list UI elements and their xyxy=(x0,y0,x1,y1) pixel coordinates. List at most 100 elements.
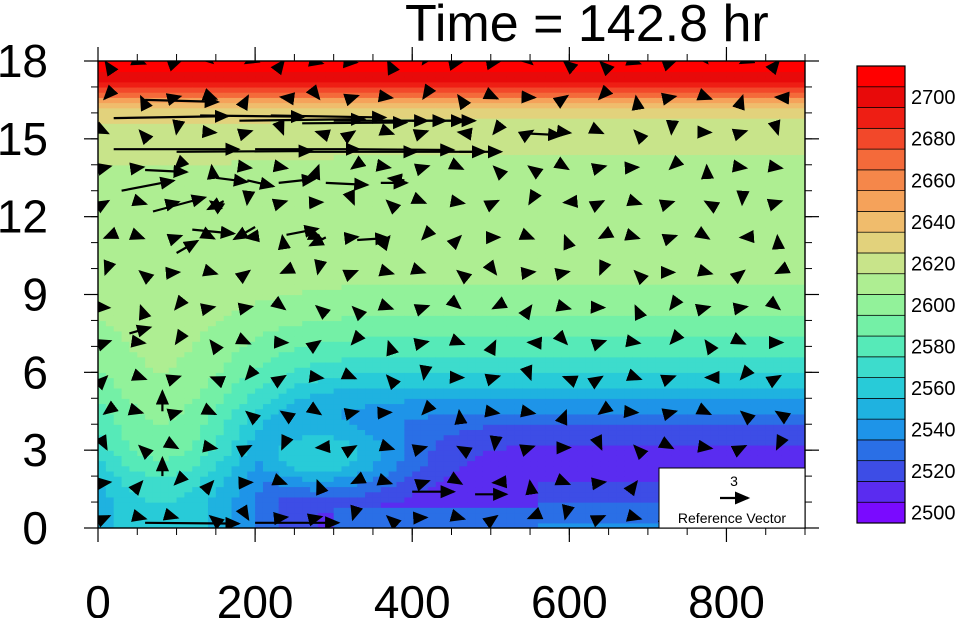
field-cell xyxy=(184,502,193,508)
field-cell xyxy=(341,128,350,135)
field-cell xyxy=(514,315,523,322)
field-cell xyxy=(333,304,343,311)
field-cell xyxy=(231,278,240,285)
field-cell xyxy=(388,195,398,202)
field-cell xyxy=(467,439,476,446)
field-cell xyxy=(333,195,343,202)
field-cell xyxy=(239,216,248,223)
field-cell xyxy=(443,403,453,410)
field-cell xyxy=(200,507,209,514)
field-cell xyxy=(278,502,288,508)
field-cell xyxy=(294,81,303,88)
field-cell xyxy=(506,356,515,363)
field-cell xyxy=(262,476,272,482)
field-cell xyxy=(310,393,319,399)
field-cell xyxy=(388,123,398,130)
field-cell xyxy=(427,470,437,477)
field-cell xyxy=(396,387,405,394)
field-cell xyxy=(396,361,405,368)
field-cell xyxy=(98,180,107,187)
field-cell xyxy=(239,144,248,150)
field-cell xyxy=(200,450,209,456)
field-cell xyxy=(380,413,390,420)
field-cell xyxy=(176,159,186,166)
field-cell xyxy=(168,227,178,233)
field-cell xyxy=(451,180,460,187)
field-cell xyxy=(467,460,476,467)
field-cell xyxy=(317,242,327,249)
field-cell xyxy=(412,211,421,218)
field-cell xyxy=(427,413,437,420)
field-cell xyxy=(412,512,421,519)
field-cell xyxy=(357,429,366,436)
field-cell xyxy=(160,107,170,114)
field-cell xyxy=(302,336,311,342)
field-cell xyxy=(98,252,107,259)
field-cell xyxy=(475,496,484,503)
field-cell xyxy=(200,398,209,405)
field-cell xyxy=(152,107,162,114)
field-cell xyxy=(113,71,123,78)
field-cell xyxy=(121,123,131,130)
field-cell xyxy=(341,512,350,519)
field-cell xyxy=(215,76,225,83)
field-cell xyxy=(396,470,405,477)
field-cell xyxy=(247,133,256,140)
field-cell xyxy=(129,460,138,467)
field-cell xyxy=(451,398,460,405)
field-cell xyxy=(270,377,280,384)
field-cell xyxy=(113,164,123,171)
field-cell xyxy=(129,434,138,441)
field-cell xyxy=(530,429,539,436)
field-cell xyxy=(310,195,319,202)
field-cell xyxy=(192,429,201,436)
field-cell xyxy=(490,346,500,353)
field-cell xyxy=(317,502,327,508)
field-cell xyxy=(278,258,288,264)
field-cell xyxy=(121,403,131,410)
field-cell xyxy=(333,237,343,244)
field-cell xyxy=(98,86,107,93)
field-cell xyxy=(262,294,272,301)
field-cell xyxy=(152,112,162,119)
field-cell xyxy=(459,159,468,166)
field-cell xyxy=(420,71,429,78)
field-cell xyxy=(467,512,476,519)
field-cell xyxy=(302,439,311,446)
field-cell xyxy=(184,71,193,78)
field-cell xyxy=(412,278,421,285)
field-cell xyxy=(514,118,523,124)
field-cell xyxy=(137,221,146,228)
field-cell xyxy=(129,315,138,322)
field-cell xyxy=(459,320,468,327)
field-cell xyxy=(388,320,398,327)
field-cell xyxy=(192,455,201,462)
field-cell xyxy=(168,465,178,472)
field-cell xyxy=(341,86,350,93)
field-cell xyxy=(514,221,523,228)
field-cell xyxy=(98,258,107,264)
field-cell xyxy=(247,273,256,280)
field-cell xyxy=(514,341,523,347)
field-cell xyxy=(341,341,350,347)
field-cell xyxy=(294,372,303,379)
field-cell xyxy=(294,325,303,332)
field-cell xyxy=(200,299,209,306)
field-cell xyxy=(514,299,523,306)
field-cell xyxy=(239,361,248,368)
field-cell xyxy=(98,408,107,415)
field-cell xyxy=(310,169,319,176)
field-cell xyxy=(490,258,500,264)
field-cell xyxy=(498,128,508,135)
field-cell xyxy=(357,61,366,67)
field-cell xyxy=(239,419,248,425)
field-cell xyxy=(152,237,162,244)
field-cell xyxy=(113,242,123,249)
field-cell xyxy=(278,175,288,181)
field-cell xyxy=(200,310,209,316)
field-cell xyxy=(412,159,421,166)
field-cell xyxy=(365,476,374,482)
field-cell xyxy=(388,216,398,223)
field-cell xyxy=(192,341,201,347)
field-cell xyxy=(129,112,138,119)
